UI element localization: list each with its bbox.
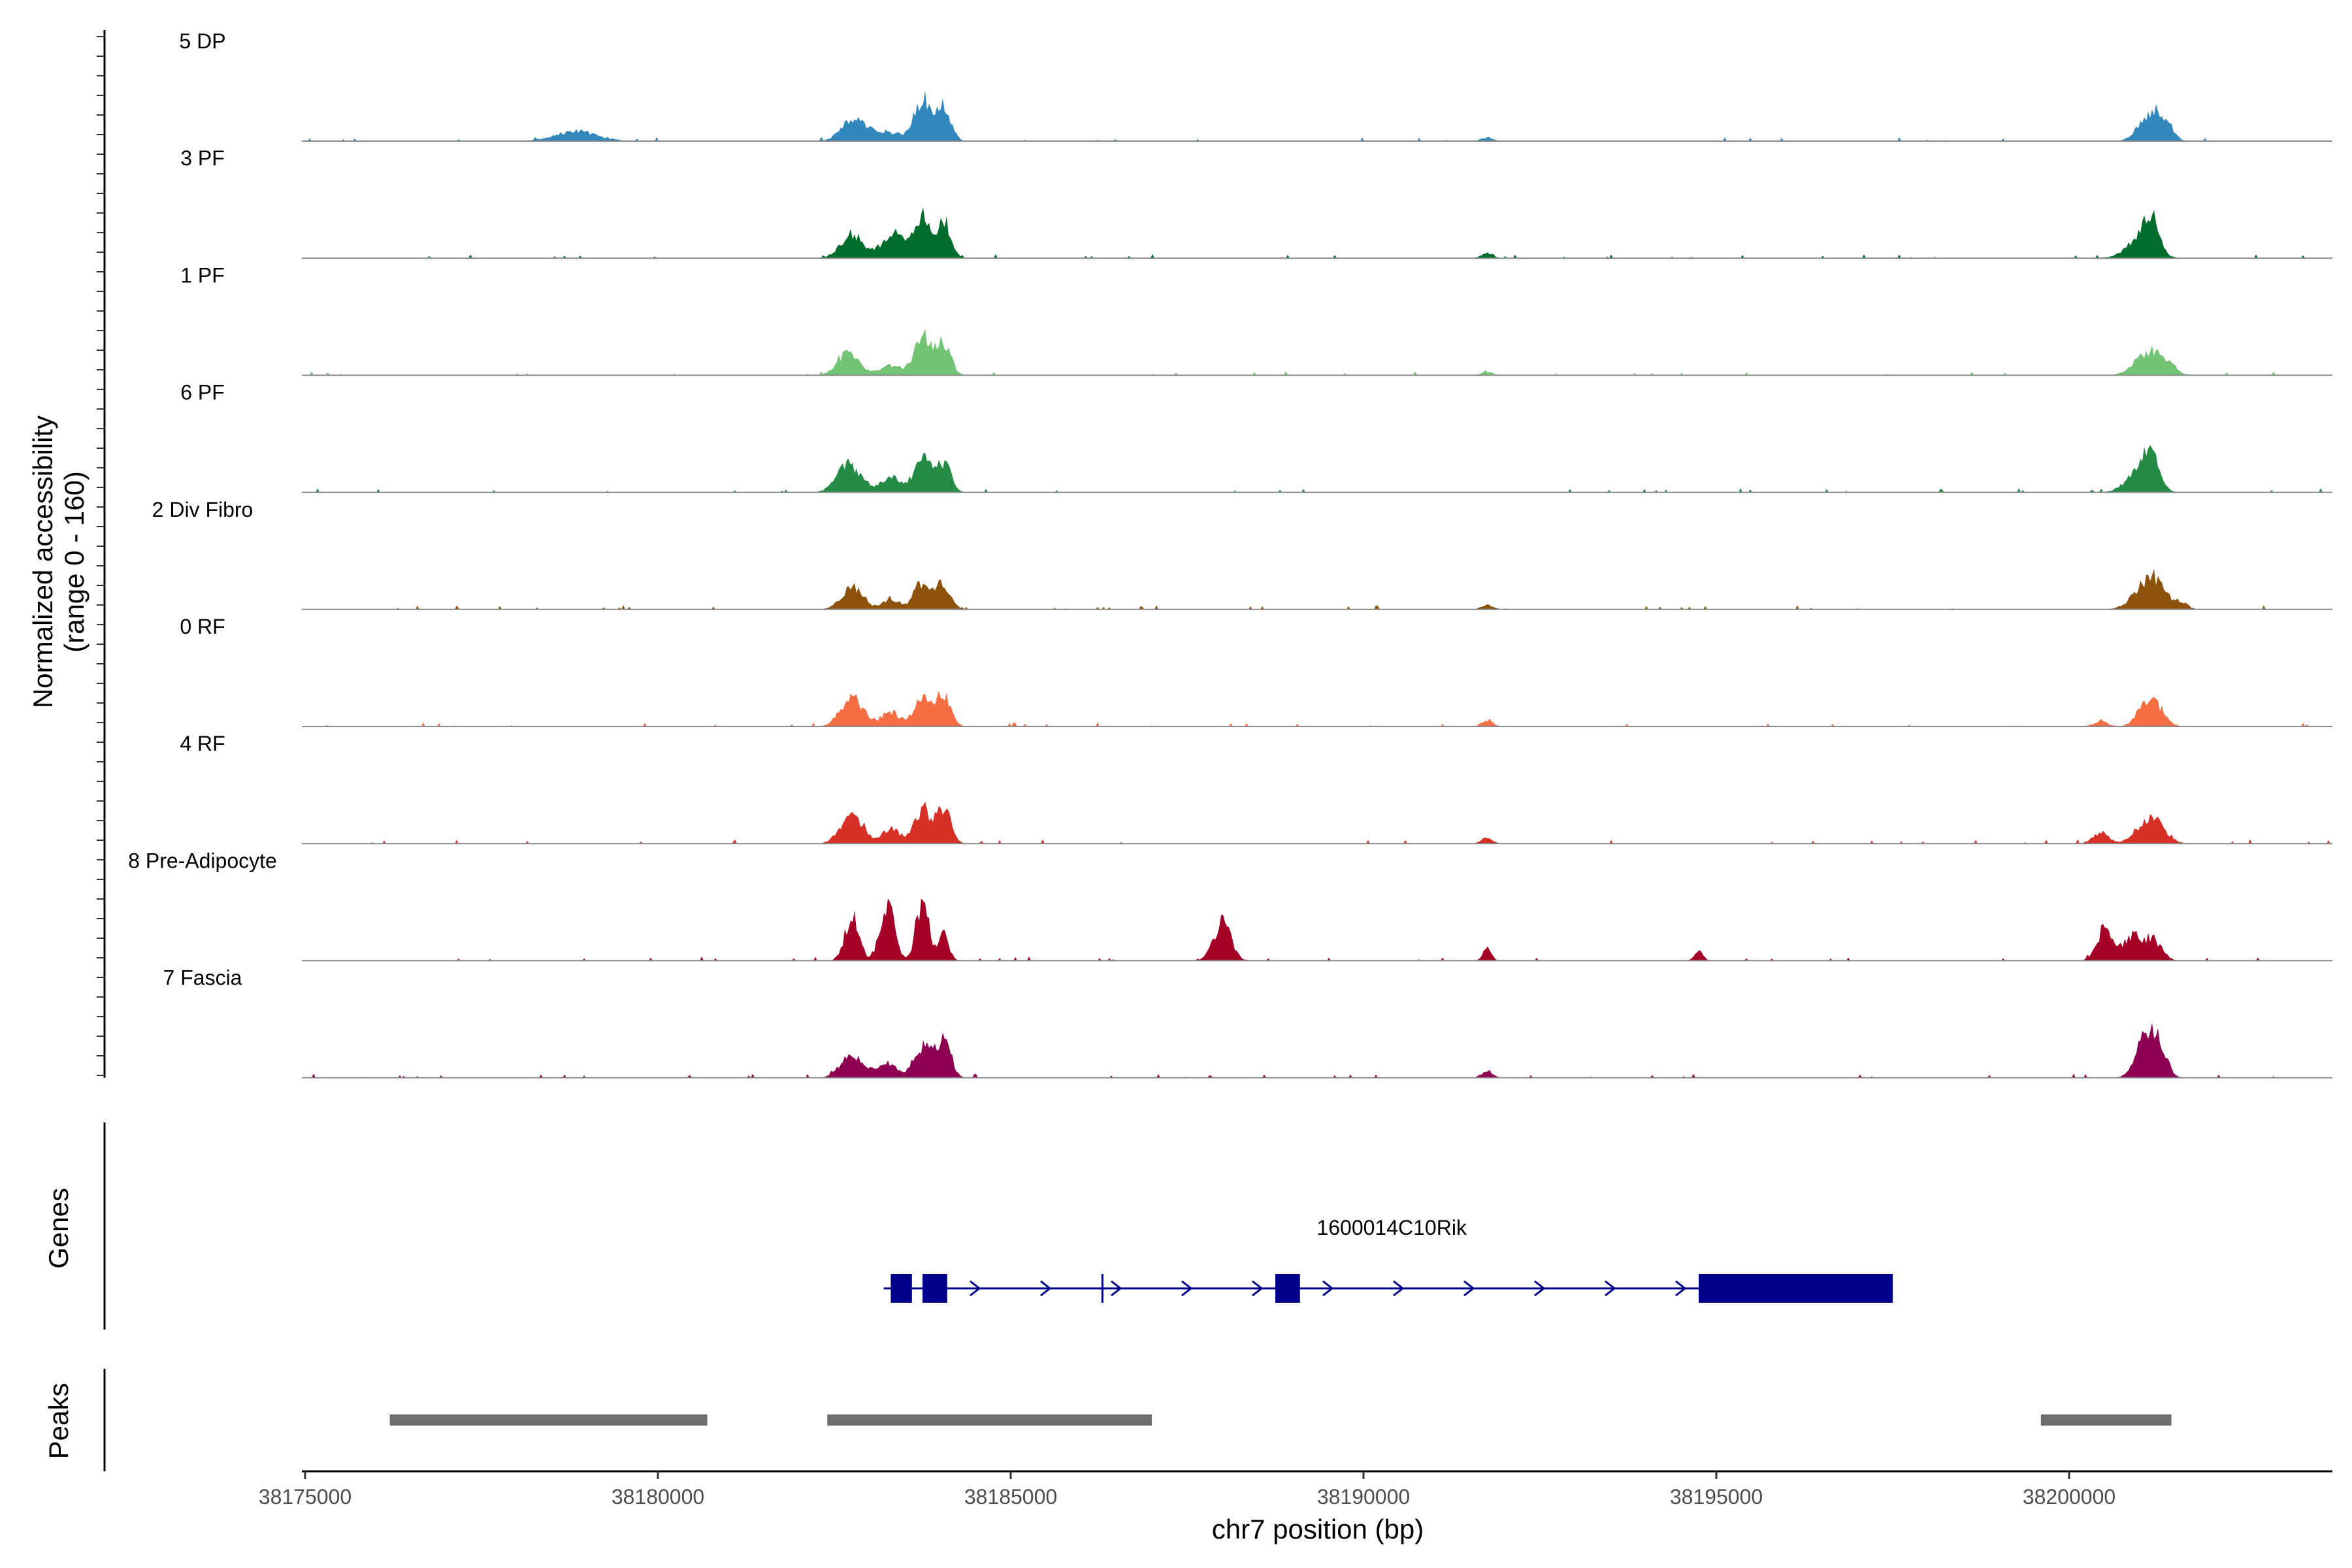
coverage-area [302,898,2332,961]
track-label: 5 DP [179,29,225,53]
strand-arrow [1393,1280,1405,1297]
x-tick-label: 38185000 [964,1485,1057,1509]
coverage-area [302,207,2332,259]
x-axis-title: chr7 position (bp) [1212,1514,1424,1544]
strand-arrow [1111,1280,1122,1297]
track-label: 0 RF [180,615,225,638]
x-tick-label: 38190000 [1317,1485,1410,1509]
accessibility-tracks: 5 DP 3 PF 1 PF 6 PF 2 Div Fibro 0 RF 4 RF 8 Pre… [128,29,2332,1079]
track-label: 2 Div Fibro [152,498,253,521]
gene-exon [923,1274,947,1303]
gene-name: 1600014C10Rik [1316,1216,1467,1239]
strand-arrow [1181,1280,1193,1297]
peak-region [389,1414,708,1426]
track-8: 8 Pre-Adipocyte [128,849,2332,962]
coverage-area [302,568,2332,610]
track-5: 2 Div Fibro [152,498,2332,610]
strand-arrow [1040,1280,1052,1297]
x-tick-label: 38180000 [612,1485,704,1509]
track-y-axis [97,30,106,1078]
coverage-area [302,1022,2332,1078]
track-7: 4 RF [180,732,2332,845]
coverage-area [302,445,2332,493]
strand-arrow [1463,1280,1475,1297]
coverage-area [302,328,2332,376]
track-2: 3 PF [180,146,2332,259]
track-label: 8 Pre-Adipocyte [128,849,277,872]
track-3: 1 PF [180,263,2332,376]
peak-region [827,1414,1152,1426]
x-axis: 38175000 38180000 38185000 38190000 38195000… [259,1470,2332,1509]
track-4: 6 PF [180,381,2332,493]
track-6: 0 RF [180,615,2332,727]
x-tick-label: 38200000 [2023,1485,2115,1509]
y-axis-title-line-1: Normalized accessibility [27,416,58,708]
strand-arrow [1252,1280,1264,1297]
y-axis-title: Normalized accessibility (range 0 - 160) [27,416,90,708]
gene-exon [1699,1274,1893,1303]
strand-arrow [970,1280,981,1297]
strand-arrow [1675,1280,1687,1297]
peaks-track-label: Peaks [43,1383,74,1460]
genes-track-label: Genes [43,1188,74,1269]
gene-exon [890,1274,912,1303]
strand-arrow [1534,1280,1546,1297]
track-label: 3 PF [180,146,225,170]
strand-arrow [1605,1280,1616,1297]
gene-track: 1600014C10Rik [883,1216,1893,1303]
y-axis-title-line-2: (range 0 - 160) [59,471,90,653]
track-9: 7 Fascia [163,966,2332,1079]
coverage-area [302,801,2332,844]
x-tick-label: 38195000 [1670,1485,1763,1509]
track-label: 4 RF [180,732,225,755]
track-label: 7 Fascia [163,966,242,990]
track-label: 1 PF [180,263,225,287]
track-1: 5 DP [179,29,2332,142]
peak-region [2040,1414,2172,1426]
gene-exon [1275,1274,1300,1303]
track-label: 6 PF [180,381,225,404]
coverage-area [302,90,2332,141]
strand-arrow [1322,1280,1334,1297]
x-tick-label: 38175000 [259,1485,351,1509]
peak-track [389,1414,2172,1426]
coverage-area [302,691,2332,727]
